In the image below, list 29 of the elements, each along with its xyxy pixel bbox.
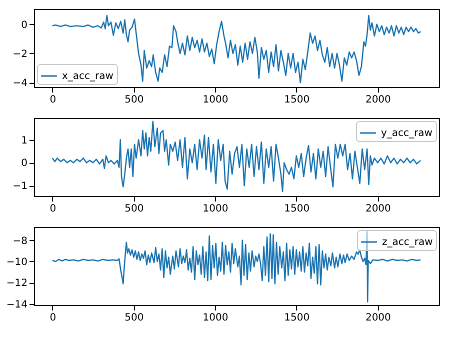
x-tick-label: 1500 [284,204,310,214]
x-tick-label: 2000 [365,312,391,324]
y-tick-label: 0 [21,20,28,31]
x-tick-label: 2000 [365,204,391,214]
x-tick-label: 500 [124,204,144,214]
x-tick-label: 1000 [202,94,228,106]
legend-label: z_acc_raw [382,237,433,248]
x-tick-label: 500 [124,312,144,324]
legend-label: x_acc_raw [62,71,114,82]
x-tick-label: 1000 [202,204,228,214]
line-series [52,14,422,84]
y-tick-label: −2 [12,48,28,60]
y-tick-label: 0 [21,158,28,170]
x-tick-label: 1000 [202,312,228,324]
legend-label: y_acc_raw [381,128,432,139]
x-tick-label: 2000 [365,94,391,106]
y-tick-label: −8 [12,236,28,247]
x-tick-label: 500 [124,94,144,106]
y-tick-label: −4 [12,78,28,90]
x-tick-label: 0 [50,204,56,214]
y-tick-label: −1 [12,181,28,192]
y-tick-label: −14 [6,299,28,310]
y-tick-label: 1 [21,135,28,146]
x-tick-label: 0 [50,94,56,106]
x-tick-label: 0 [50,312,56,324]
y-tick-label: −10 [6,256,28,268]
x-tick-label: 1500 [284,312,310,324]
x-tick-label: 1500 [284,94,310,106]
y-tick-label: −12 [6,278,28,290]
